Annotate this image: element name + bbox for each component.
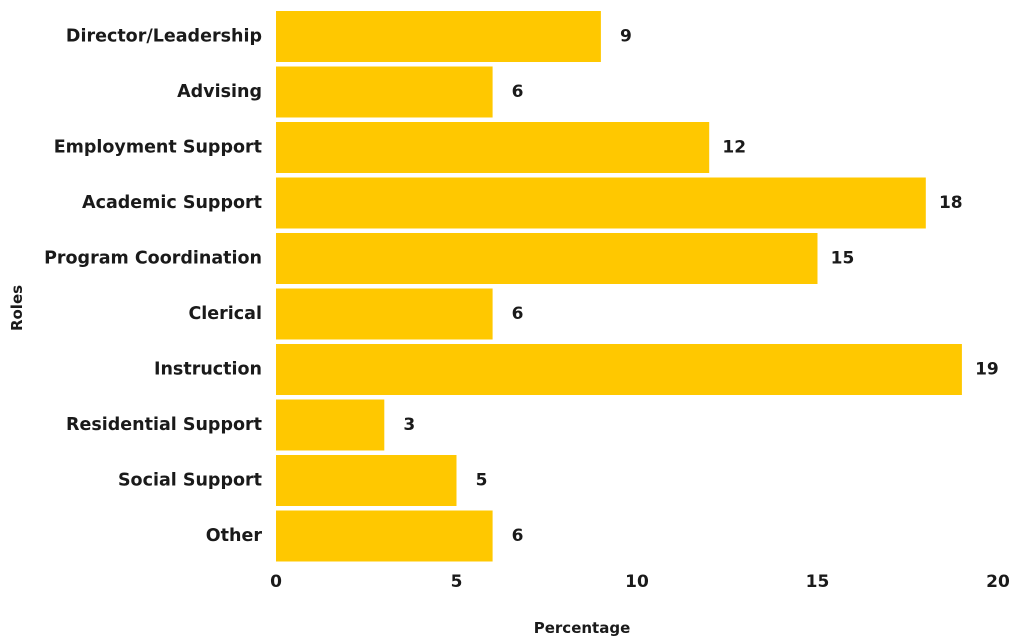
value-label-clerical: 6 — [512, 304, 524, 324]
category-label-instruction: Instruction — [154, 360, 262, 380]
bar-academic-support — [276, 177, 926, 229]
value-label-other: 6 — [512, 526, 524, 546]
bar-program-coordination — [276, 233, 818, 284]
value-label-program-coordination: 15 — [831, 249, 855, 269]
bar-instruction — [276, 344, 962, 395]
value-label-academic-support: 18 — [939, 193, 963, 213]
category-label-social-support: Social Support — [118, 471, 262, 491]
category-labels: Director/Leadership Advising Employment Su… — [44, 27, 262, 547]
value-label-residential-support: 3 — [403, 415, 415, 435]
category-label-program-coordination: Program Coordination — [44, 249, 262, 269]
x-tick-20: 20 — [986, 572, 1010, 592]
value-label-advising: 6 — [512, 82, 524, 102]
category-label-academic-support: Academic Support — [82, 193, 262, 213]
x-tick-10: 10 — [625, 572, 649, 592]
category-label-residential-support: Residential Support — [66, 415, 262, 435]
value-labels: 9 6 12 18 15 6 19 3 5 6 — [403, 27, 998, 547]
value-label-employment-support: 12 — [722, 138, 746, 158]
x-tick-0: 0 — [270, 572, 282, 592]
bar-clerical — [276, 288, 493, 340]
x-tick-5: 5 — [451, 572, 463, 592]
bars-group — [276, 11, 962, 562]
x-tick-labels: 0 5 10 15 20 — [270, 572, 1010, 592]
x-axis-title: Percentage — [534, 619, 631, 637]
value-label-director-leadership: 9 — [620, 27, 632, 47]
value-label-social-support: 5 — [476, 471, 488, 491]
y-axis-title: Roles — [8, 285, 26, 331]
category-label-advising: Advising — [177, 82, 262, 102]
bar-residential-support — [276, 399, 385, 451]
value-label-instruction: 19 — [975, 360, 999, 380]
category-label-clerical: Clerical — [188, 304, 262, 324]
bar-other — [276, 510, 493, 562]
category-label-employment-support: Employment Support — [54, 138, 262, 158]
bar-social-support — [276, 455, 457, 506]
category-label-director-leadership: Director/Leadership — [66, 27, 262, 47]
bar-employment-support — [276, 122, 710, 173]
bar-director-leadership — [276, 11, 601, 62]
bar-advising — [276, 66, 493, 118]
category-label-other: Other — [206, 526, 263, 546]
x-tick-15: 15 — [806, 572, 830, 592]
